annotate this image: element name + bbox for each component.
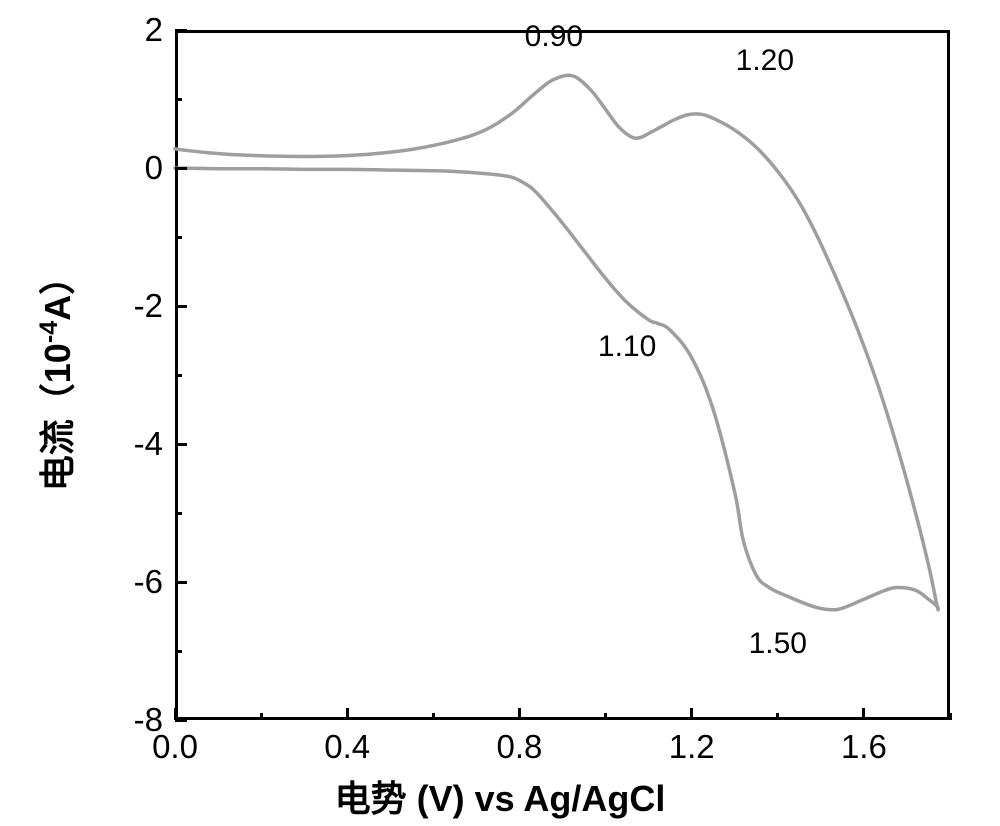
y-tick-label: 0 [145,149,163,187]
x-tick-label: 0.8 [497,728,543,766]
tick [949,713,952,720]
tick [432,713,435,720]
y-tick-label: -6 [134,563,163,601]
y-tick-label: 2 [145,11,163,49]
y-tick-label: -2 [134,287,163,325]
tick [346,708,349,720]
tick [776,713,779,720]
tick [604,713,607,720]
tick [175,650,182,653]
tick [175,305,187,308]
tick [175,236,182,239]
tick [175,581,187,584]
cv-chart: 0.00.40.81.21.6-8-6-4-202 电势 (V) vs Ag/A… [0,0,1000,826]
tick [175,98,182,101]
peak-annotation: 1.20 [736,44,794,78]
tick [175,29,187,32]
x-tick-label: 0.4 [324,728,370,766]
cv-trace [175,75,938,610]
x-tick-label: 1.2 [669,728,715,766]
y-tick-label: -4 [134,425,163,463]
tick [862,708,865,720]
peak-annotation: 1.10 [598,330,656,364]
x-tick-label: 1.6 [841,728,887,766]
tick [175,512,182,515]
peak-annotation: 1.50 [749,627,807,661]
tick [175,719,187,722]
tick [175,443,187,446]
tick [175,167,187,170]
tick [518,708,521,720]
tick [690,708,693,720]
x-axis-label: 电势 (V) vs Ag/AgCl [0,770,1000,822]
y-tick-label: -8 [134,701,163,739]
y-axis-label: 电流（10-4A） [29,259,81,491]
tick [260,713,263,720]
tick [175,374,182,377]
peak-annotation: 0.90 [525,20,583,54]
